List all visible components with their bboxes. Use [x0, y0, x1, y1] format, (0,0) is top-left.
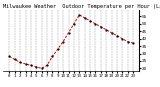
Text: Milwaukee Weather  Outdoor Temperature per Hour (Last 24 Hours): Milwaukee Weather Outdoor Temperature pe…: [3, 4, 160, 9]
